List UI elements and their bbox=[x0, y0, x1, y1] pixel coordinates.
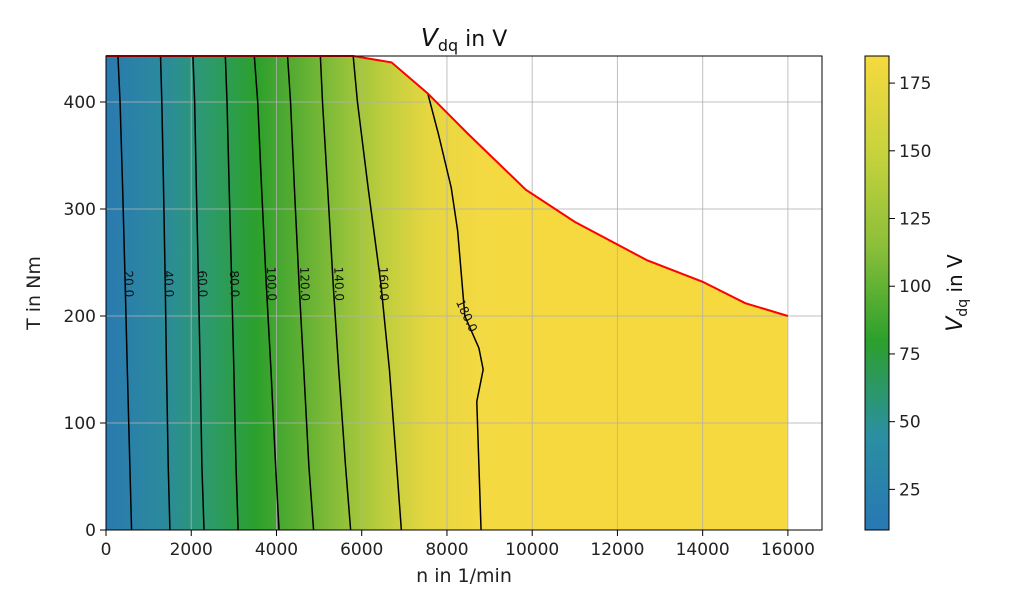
x-axis-label: n in 1/min bbox=[416, 565, 512, 587]
contour-line bbox=[159, 55, 171, 531]
title-main: V bbox=[421, 23, 440, 52]
x-tick-label: 6000 bbox=[340, 540, 383, 560]
contour-label: 80.0 bbox=[227, 270, 242, 297]
x-tick-label: 12000 bbox=[590, 540, 644, 560]
contour-line bbox=[286, 55, 315, 531]
boundary-curve-layer bbox=[106, 55, 789, 317]
x-tick-label: 16000 bbox=[761, 540, 815, 560]
contour-label: 120.0 bbox=[297, 266, 312, 301]
x-axis-ticks: 0 2000 4000 6000 8000 10000 12000 14000 16000 bbox=[101, 530, 815, 560]
plot-frame bbox=[105, 55, 823, 531]
contour-line bbox=[253, 55, 280, 531]
contour-line bbox=[352, 55, 403, 531]
colorbar-label-subscript: dq bbox=[955, 299, 971, 317]
x-tick-label: 10000 bbox=[505, 540, 559, 560]
contour-line bbox=[319, 55, 352, 531]
colorbar-label-main: V bbox=[943, 315, 968, 332]
contour-label: 160.0 bbox=[376, 266, 391, 301]
contour-line bbox=[224, 55, 239, 531]
contour-label: 100.0 bbox=[264, 266, 279, 301]
boundary-curve bbox=[106, 55, 789, 317]
y-axis-ticks: 0 100 200 300 400 bbox=[64, 93, 106, 541]
colorbar-label: Vdq in V bbox=[943, 254, 971, 332]
colorbar-tick-label: 150 bbox=[899, 142, 931, 162]
y-axis-label: T in Nm bbox=[23, 256, 45, 331]
colorbar-tick-label: 100 bbox=[899, 277, 931, 297]
contour-label: 40.0 bbox=[161, 270, 176, 297]
colorbar-tick-label: 50 bbox=[899, 413, 921, 433]
contour-line bbox=[427, 93, 484, 531]
svg-text:Vdq in V: Vdq in V bbox=[421, 23, 508, 55]
contour-line bbox=[117, 55, 133, 531]
x-tick-label: 14000 bbox=[676, 540, 730, 560]
y-tick-label: 300 bbox=[64, 200, 96, 220]
title-subscript: dq bbox=[438, 36, 458, 55]
x-tick-label: 4000 bbox=[255, 540, 298, 560]
chart-title: Vdq in V bbox=[421, 23, 508, 55]
contour-label: 20.0 bbox=[121, 270, 136, 297]
colorbar-tick-label: 75 bbox=[899, 345, 921, 365]
y-tick-label: 100 bbox=[64, 414, 96, 434]
colorbar-tick-label: 175 bbox=[899, 74, 931, 94]
contour-label: 60.0 bbox=[195, 270, 210, 297]
colorbar: 25 50 75 100 125 150 175 Vdq in V bbox=[864, 55, 971, 531]
plot-area: 20.0 40.0 60.0 80.0 100.0 120.0 140.0 160.0180.… bbox=[64, 55, 823, 560]
colorbar-tick-label: 25 bbox=[899, 480, 921, 500]
contour-line bbox=[192, 55, 205, 531]
x-tick-label: 8000 bbox=[425, 540, 468, 560]
colorbar-ticks: 25 50 75 100 125 150 175 bbox=[889, 74, 931, 500]
colorbar-gradient bbox=[864, 55, 890, 531]
y-tick-label: 0 bbox=[85, 521, 96, 541]
colorbar-label-suffix: in V bbox=[943, 254, 967, 299]
contour-label: 140.0 bbox=[331, 266, 346, 301]
x-tick-label: 0 bbox=[101, 540, 112, 560]
x-tick-label: 2000 bbox=[170, 540, 213, 560]
y-tick-label: 400 bbox=[64, 93, 96, 113]
y-tick-label: 200 bbox=[64, 307, 96, 327]
contour-lines: 20.0 40.0 60.0 80.0 100.0 120.0 140.0 160.0180.… bbox=[117, 55, 484, 531]
colorbar-tick-label: 125 bbox=[899, 210, 931, 230]
title-suffix: in V bbox=[458, 27, 507, 52]
